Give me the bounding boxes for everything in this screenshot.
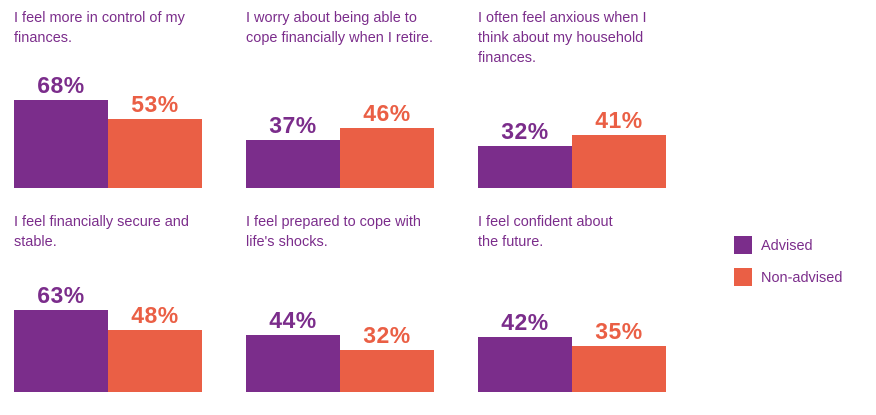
- value-label-advised: 42%: [501, 309, 549, 335]
- plot-area: 63% 48%: [14, 268, 214, 392]
- chart-title: I feel prepared to cope with life's shoc…: [246, 214, 421, 250]
- bar-non-advised: [572, 346, 666, 392]
- bar-advised: [478, 146, 572, 188]
- value-label-non-advised: 35%: [595, 318, 643, 344]
- plot-area: 37% 46%: [246, 64, 446, 188]
- chart-panel-6: I feel confident about the future. 42% 35…: [478, 212, 703, 392]
- plot-area: 42% 35%: [478, 268, 678, 392]
- value-label-non-advised: 48%: [131, 302, 179, 328]
- chart-panel-2: I worry about being able to cope financi…: [246, 8, 471, 188]
- chart-title: I feel financially secure and stable.: [14, 214, 189, 250]
- bar-non-advised: [340, 128, 434, 188]
- bar-advised: [14, 310, 108, 392]
- value-label-advised: 63%: [37, 282, 85, 308]
- legend-label-advised: Advised: [761, 238, 813, 254]
- chart-panel-1: I feel more in control of my finances. 6…: [14, 8, 239, 188]
- plot-area: 44% 32%: [246, 268, 446, 392]
- bar-advised: [246, 140, 340, 188]
- chart-title: I worry about being able to cope financi…: [246, 10, 433, 46]
- value-label-non-advised: 46%: [363, 100, 411, 126]
- legend-label-non-advised: Non-advised: [761, 270, 843, 286]
- value-label-non-advised: 41%: [595, 107, 643, 133]
- bar-non-advised: [108, 119, 202, 188]
- value-label-advised: 68%: [37, 72, 85, 98]
- value-label-advised: 32%: [501, 118, 549, 144]
- value-label-non-advised: 53%: [131, 91, 179, 117]
- bar-non-advised: [108, 330, 202, 392]
- value-label-advised: 37%: [269, 112, 317, 138]
- chart-title: I feel more in control of my finances.: [14, 10, 185, 46]
- value-label-advised: 44%: [269, 307, 317, 333]
- chart-panel-4: I feel financially secure and stable. 63…: [14, 212, 239, 392]
- bar-non-advised: [572, 135, 666, 188]
- chart-title: I often feel anxious when I think about …: [478, 10, 647, 66]
- chart-panel-3: I often feel anxious when I think about …: [478, 8, 703, 188]
- legend-swatch-advised: [734, 236, 752, 254]
- bar-advised: [14, 100, 108, 188]
- plot-area: 68% 53%: [14, 64, 214, 188]
- value-label-non-advised: 32%: [363, 322, 411, 348]
- legend-swatch-non-advised: [734, 268, 752, 286]
- chart-panel-5: I feel prepared to cope with life's shoc…: [246, 212, 471, 392]
- bar-advised: [478, 337, 572, 392]
- bar-advised: [246, 335, 340, 392]
- plot-area: 32% 41%: [478, 64, 678, 188]
- bar-non-advised: [340, 350, 434, 392]
- chart-title: I feel confident about the future.: [478, 214, 613, 250]
